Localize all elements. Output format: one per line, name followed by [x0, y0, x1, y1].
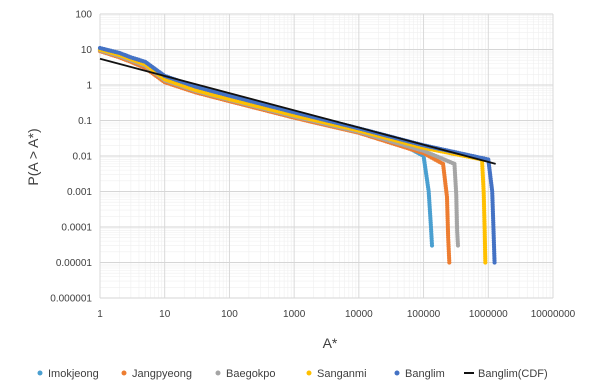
x-tick-label: 1000000: [469, 309, 508, 320]
y-tick-label: 0.001: [67, 187, 92, 198]
legend-item-imokjeong: Imokjeong: [37, 368, 99, 380]
y-tick-label: 0.00001: [56, 258, 93, 269]
x-tick-label: 100: [221, 309, 238, 320]
x-tick-labels: 1 10 100 1000 10000 100000 1000000 10000000: [97, 309, 575, 320]
legend-label: Imokjeong: [48, 368, 99, 380]
x-tick-label: 10000: [345, 309, 373, 320]
legend-item-sanganmi: Sanganmi: [306, 368, 367, 380]
legend-label: Banglim(CDF): [478, 368, 548, 380]
legend-item-banglim-cdf: Banglim(CDF): [464, 368, 548, 380]
y-axis-title: P(A > A*): [25, 128, 41, 185]
data-point: [455, 243, 461, 248]
legend-swatch: [394, 370, 400, 376]
legend-label: Jangpyeong: [132, 368, 192, 380]
legend-swatch: [121, 370, 127, 376]
x-tick-label: 1: [97, 309, 103, 320]
y-tick-label: 10: [81, 45, 93, 56]
legend-item-baegokpo: Baegokpo: [215, 368, 276, 380]
legend-label: Baegokpo: [226, 368, 276, 380]
x-tick-label: 1000: [283, 309, 306, 320]
y-tick-label: 0.0001: [61, 223, 92, 234]
legend-swatch: [37, 370, 43, 376]
x-axis-title: A*: [323, 335, 338, 351]
x-tick-label: 10000000: [531, 309, 576, 320]
legend-item-banglim: Banglim: [394, 368, 445, 380]
y-tick-label: 0.000001: [50, 294, 92, 305]
legend-swatch: [215, 370, 221, 376]
data-point: [429, 243, 435, 248]
legend-item-jangpyeong: Jangpyeong: [121, 368, 192, 380]
series-banglim-cdf: [99, 57, 496, 165]
x-tick-label: 10: [159, 309, 171, 320]
series-imokjeong: [97, 47, 435, 248]
legend: Imokjeong Jangpyeong Baegokpo Sanganmi Bangl…: [37, 368, 548, 380]
x-tick-label: 100000: [407, 309, 441, 320]
y-tick-labels: 100 10 1 0.1 0.01 0.001 0.0001 0.00001 0.000001: [50, 10, 92, 305]
y-tick-label: 0.1: [78, 116, 92, 127]
cdf-line: [99, 57, 496, 165]
plot-area: [97, 45, 497, 265]
y-tick-label: 0.01: [73, 152, 93, 163]
data-point: [447, 260, 452, 265]
legend-label: Sanganmi: [317, 368, 367, 380]
legend-label: Banglim: [405, 368, 445, 380]
y-tick-label: 100: [75, 10, 92, 21]
data-point: [492, 260, 497, 265]
legend-swatch: [306, 370, 312, 376]
data-point: [483, 260, 488, 265]
y-tick-label: 1: [86, 81, 92, 92]
